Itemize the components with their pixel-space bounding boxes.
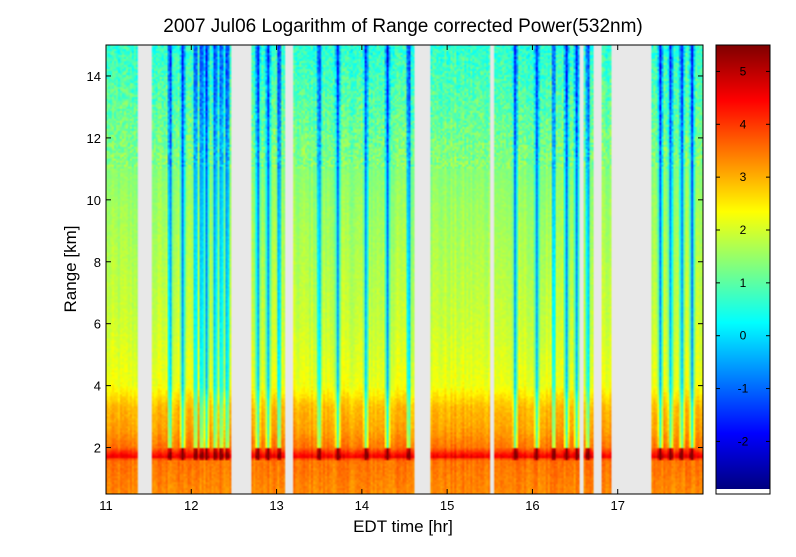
- x-tick-label: 15: [440, 498, 454, 513]
- heatmap-plot: [106, 45, 703, 494]
- colorbar-tick-label: 1: [740, 276, 747, 290]
- colorbar-tick-label: 0: [740, 329, 747, 343]
- colorbar-tick-label: -2: [738, 434, 749, 448]
- y-tick-label: 2: [94, 441, 101, 456]
- x-axis-label: EDT time [hr]: [353, 517, 453, 536]
- colorbar-gradient: [716, 45, 770, 489]
- x-tick-label: 13: [269, 498, 283, 513]
- colorbar-tick-label: 2: [740, 223, 747, 237]
- y-tick-label: 10: [87, 193, 101, 208]
- colorbar-ticks: -2 -1 0 1 2 3 4 5: [716, 64, 770, 448]
- x-tick-label: 14: [355, 498, 369, 513]
- y-tick-label: 12: [87, 131, 101, 146]
- colorbar-tick-label: 3: [740, 170, 747, 184]
- x-axis: 11 12 13 14 15 16 17: [99, 45, 625, 513]
- x-tick-label: 12: [184, 498, 198, 513]
- x-tick-label: 17: [610, 498, 624, 513]
- plot-frame: [105, 44, 704, 495]
- colorbar-frame: [715, 44, 771, 495]
- y-axis: 2 4 6 8 10 12 14: [87, 69, 703, 456]
- y-tick-label: 8: [94, 255, 101, 270]
- colorbar-undefined-band: [716, 489, 770, 494]
- heatmap-image: [106, 45, 703, 494]
- colorbar-tick-label: 4: [740, 117, 747, 131]
- colorbar-tick-label: -1: [738, 382, 749, 396]
- x-tick-label: 11: [99, 498, 113, 513]
- chart-title: 2007 Jul06 Logarithm of Range corrected …: [163, 16, 643, 37]
- y-tick-label: 4: [94, 379, 101, 394]
- y-tick-label: 6: [94, 317, 101, 332]
- colorbar-tick-label: 5: [740, 64, 747, 78]
- colorbar: -2 -1 0 1 2 3 4 5: [715, 44, 771, 495]
- y-axis-label: Range [km]: [61, 226, 80, 313]
- x-tick-label: 16: [525, 498, 539, 513]
- y-tick-label: 14: [87, 69, 101, 84]
